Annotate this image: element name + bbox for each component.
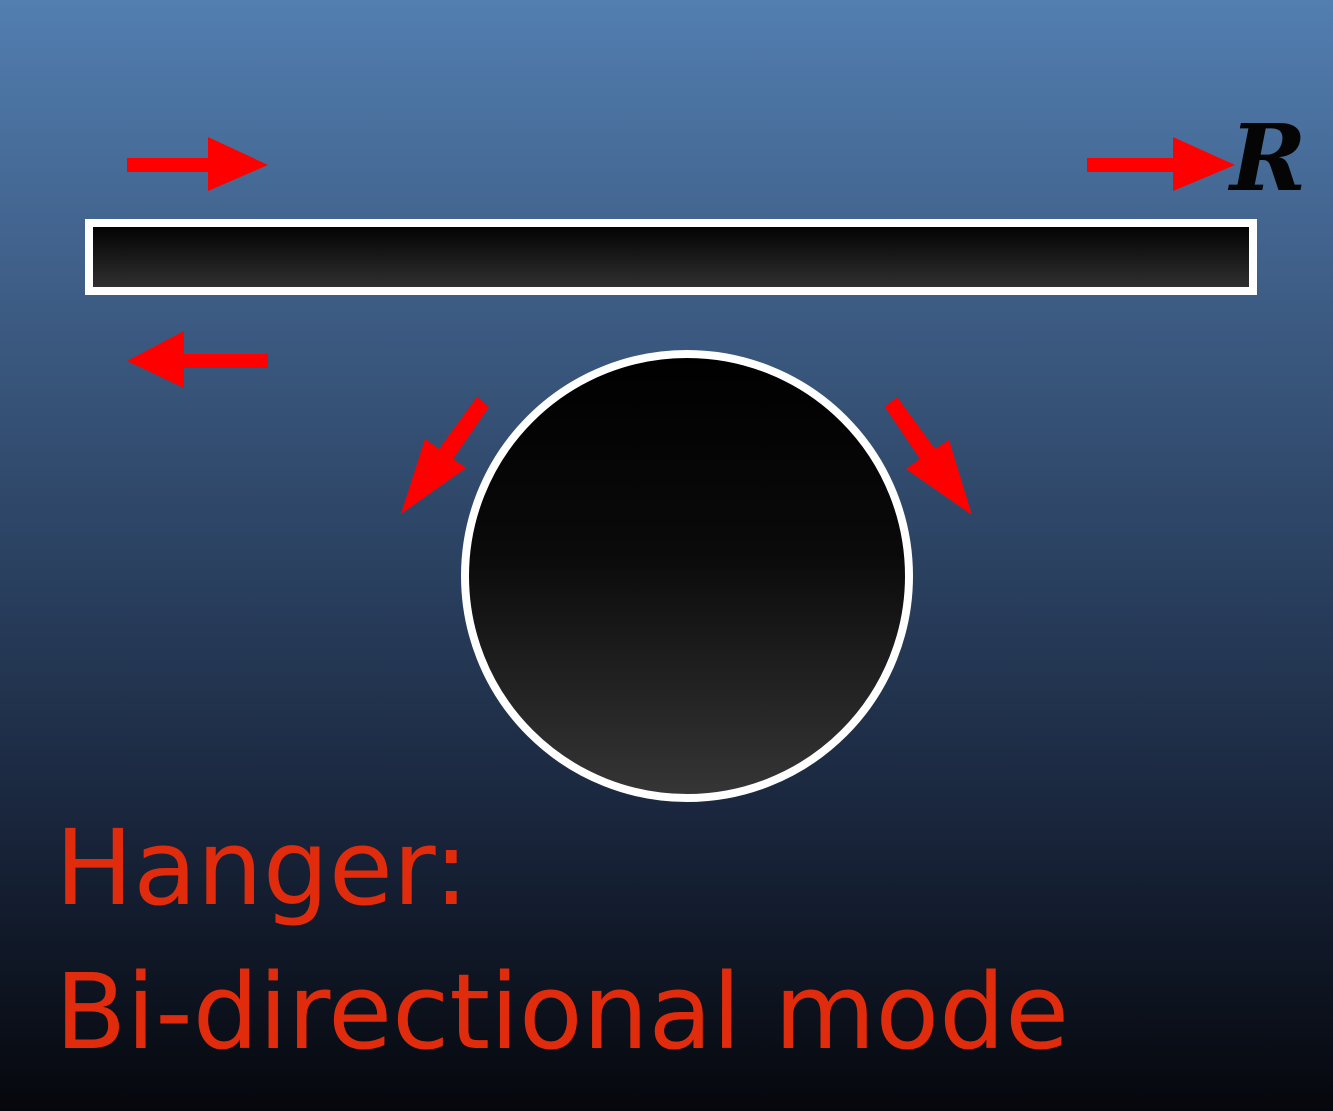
arrow-down-left-icon	[401, 397, 489, 514]
caption-title: Hanger:	[55, 807, 469, 929]
r-label: R	[1227, 104, 1306, 212]
bus-waveguide	[85, 219, 1257, 295]
arrow-down-right-icon	[885, 397, 972, 515]
arrow-right-icon	[127, 137, 268, 191]
caption-subtitle: Bi-directional mode	[55, 951, 1070, 1073]
arrow-left-icon	[127, 331, 268, 388]
ring-resonator	[461, 350, 913, 802]
arrow-right-icon	[1087, 137, 1235, 191]
